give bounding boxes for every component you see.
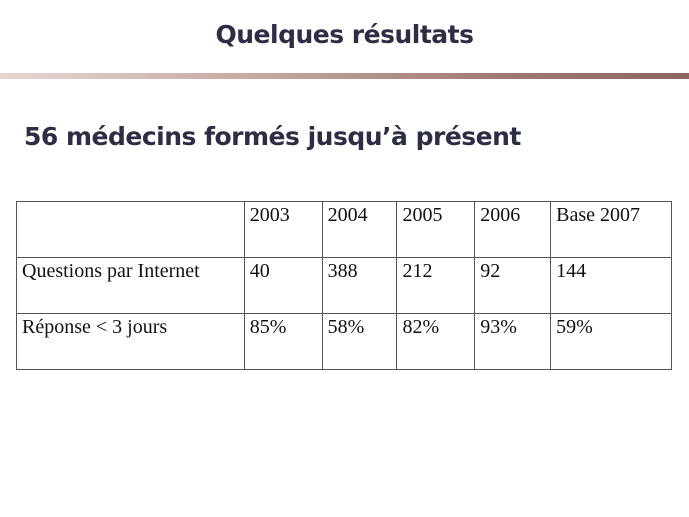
slide-subtitle: 56 médecins formés jusqu’à présent (24, 122, 521, 151)
title-divider (0, 73, 689, 79)
table-cell: 58% (321, 313, 398, 370)
header-cell-year: 2005 (396, 201, 476, 258)
header-cell-year: 2003 (243, 201, 323, 258)
header-cell-empty (16, 201, 245, 258)
results-table: 2003 2004 2005 2006 Base 2007 Questions … (16, 201, 672, 370)
table-cell: 388 (321, 257, 398, 314)
row-label: Questions par Internet (16, 257, 245, 314)
table-cell: 82% (396, 313, 476, 370)
slide-title: Quelques résultats (215, 20, 475, 49)
table-cell: 92 (474, 257, 552, 314)
table-cell: 40 (243, 257, 323, 314)
header-cell-year: 2004 (321, 201, 398, 258)
table-cell: 212 (396, 257, 476, 314)
table-row: Questions par Internet 40 388 212 92 144 (16, 257, 672, 314)
header-cell-year: 2006 (474, 201, 552, 258)
table-header-row: 2003 2004 2005 2006 Base 2007 (16, 201, 672, 258)
row-label: Réponse < 3 jours (16, 313, 245, 370)
table-row: Réponse < 3 jours 85% 58% 82% 93% 59% (16, 313, 672, 370)
table-cell: 144 (550, 257, 672, 314)
header-cell-year: Base 2007 (550, 201, 672, 258)
table-cell: 85% (243, 313, 323, 370)
table-cell: 93% (474, 313, 552, 370)
table-cell: 59% (550, 313, 672, 370)
